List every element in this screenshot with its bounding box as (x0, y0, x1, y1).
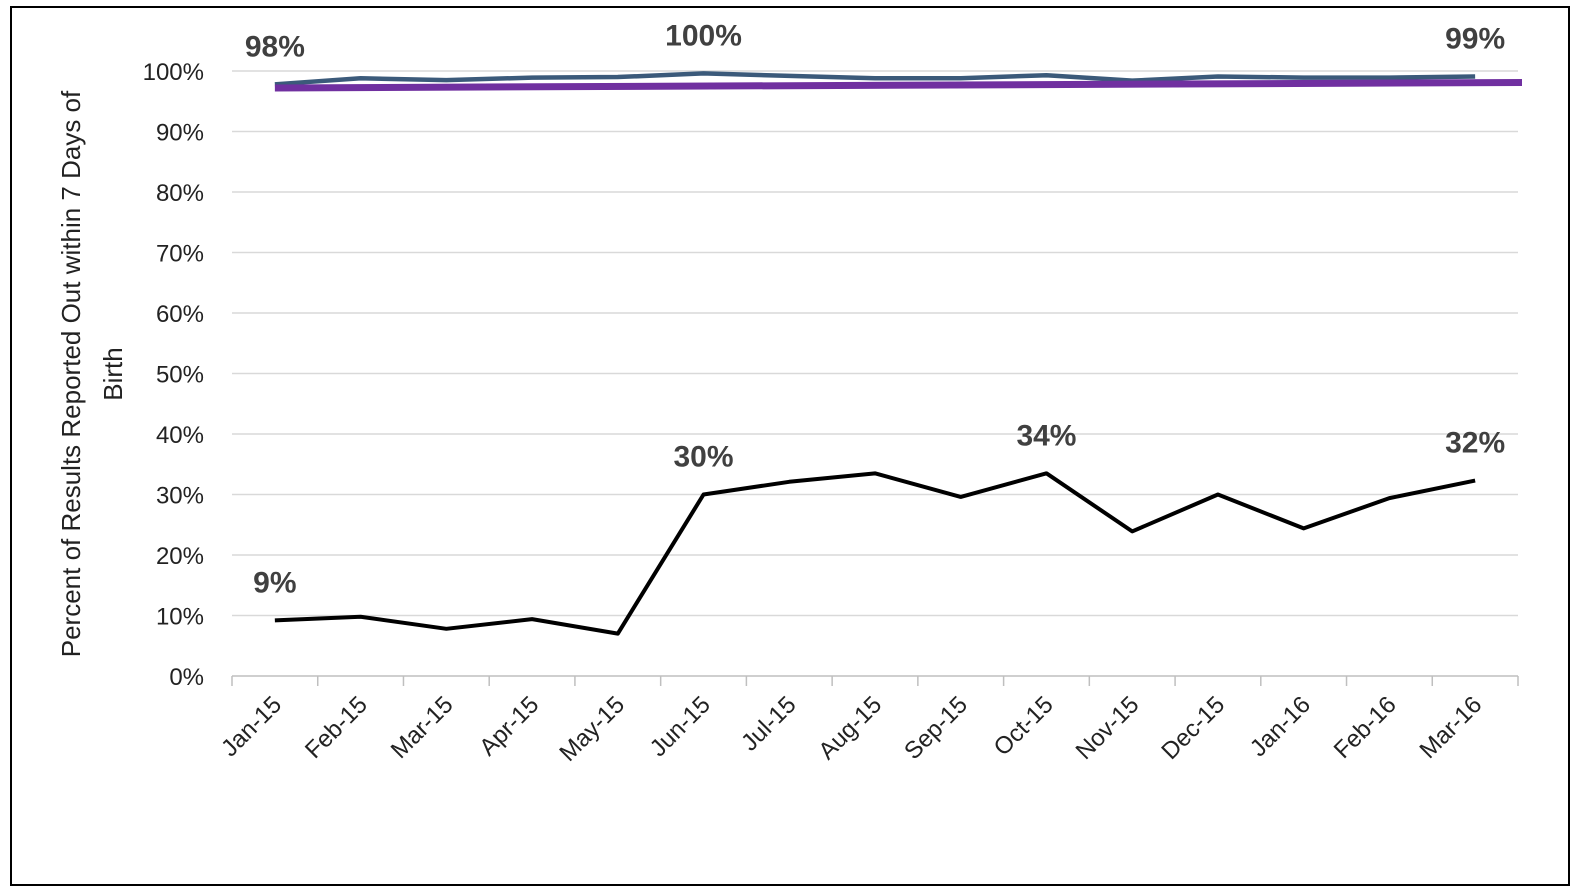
data-label: 30% (674, 441, 734, 474)
x-tick-label: Oct-15 (989, 691, 1059, 761)
y-tick-label: 10% (156, 604, 204, 631)
y-axis: 0% 10% 20% 30% 40% 50% 60% 70% 80% 90% 100% (143, 59, 204, 691)
series-lines (274, 71, 1523, 636)
x-tick-label: Feb-16 (1329, 691, 1402, 764)
data-labels: 98% 100% 99% 9% 30% 34% 32% (245, 19, 1505, 599)
x-tick-label: Mar-15 (386, 691, 459, 764)
x-tick-label: Jan-16 (1245, 691, 1316, 762)
y-tick-label: 80% (156, 180, 204, 207)
data-label: 34% (1016, 419, 1076, 452)
line-chart: 0% 10% 20% 30% 40% 50% 60% 70% 80% 90% 100% Jan-15… (56, 19, 1523, 767)
x-tick-label: Aug-15 (813, 691, 887, 765)
data-label: 32% (1445, 427, 1505, 460)
data-label: 99% (1445, 22, 1505, 55)
y-tick-label: 70% (156, 241, 204, 268)
y-tick-label: 50% (156, 362, 204, 389)
data-label: 100% (665, 19, 742, 52)
chart-frame: 0% 10% 20% 30% 40% 50% 60% 70% 80% 90% 100% Jan-15… (10, 6, 1570, 886)
y-tick-label: 60% (156, 301, 204, 328)
y-tick-label: 30% (156, 483, 204, 510)
gridlines (232, 70, 1518, 617)
x-tick-label: Sep-15 (899, 691, 973, 765)
x-tick-label: Jan-15 (216, 691, 287, 762)
x-axis: Jan-15 Feb-15 Mar-15 Apr-15 May-15 Jun-15 Jul-… (216, 675, 1519, 767)
y-tick-label: 0% (169, 664, 204, 691)
y-axis-title: Percent of Results Reported Out within 7… (56, 90, 128, 657)
y-tick-label: 40% (156, 422, 204, 449)
y-axis-title-line: Birth (98, 347, 128, 400)
y-axis-title-line: Percent of Results Reported Out within 7… (56, 90, 86, 657)
data-label: 9% (253, 566, 296, 599)
x-tick-label: Dec-15 (1156, 691, 1230, 765)
x-tick-label: Jun-15 (645, 691, 716, 762)
y-tick-label: 20% (156, 543, 204, 570)
y-tick-label: 100% (143, 59, 204, 86)
x-tick-label: Mar-16 (1415, 691, 1488, 764)
trendline (274, 78, 1523, 92)
y-tick-label: 90% (156, 120, 204, 147)
x-tick-label: Jul-15 (736, 691, 801, 756)
series-line (274, 71, 1476, 87)
x-tick-label: May-15 (554, 691, 630, 767)
x-tick-label: Apr-15 (474, 691, 544, 761)
data-label: 98% (245, 30, 305, 63)
x-tick-label: Nov-15 (1071, 691, 1145, 765)
x-tick-label: Feb-15 (300, 691, 373, 764)
series-line (274, 471, 1476, 636)
